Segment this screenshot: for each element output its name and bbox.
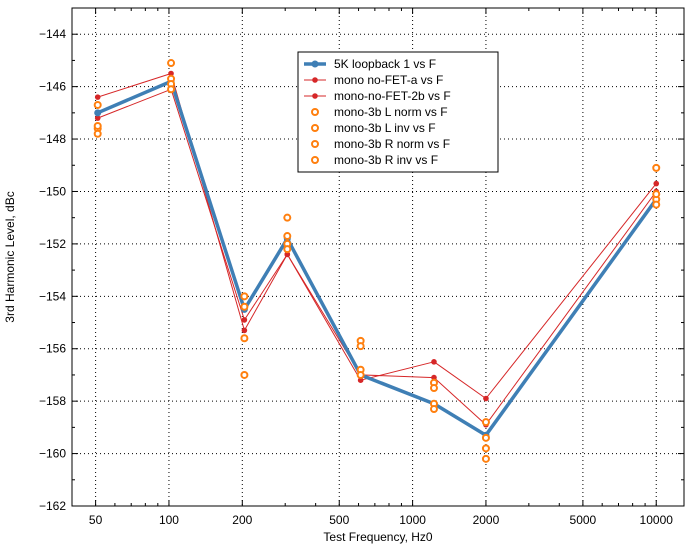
x-tick-label: 100 bbox=[159, 513, 179, 527]
data-point bbox=[483, 395, 489, 402]
y-tick-label: −158 bbox=[39, 394, 66, 408]
data-point bbox=[481, 418, 490, 427]
data-point bbox=[240, 334, 249, 343]
data-point bbox=[283, 213, 292, 222]
y-tick-label: −160 bbox=[39, 447, 66, 461]
data-point bbox=[429, 405, 438, 414]
data-point bbox=[653, 180, 660, 187]
series-6 bbox=[93, 80, 661, 453]
data-point bbox=[429, 384, 438, 393]
grid-lines bbox=[72, 8, 684, 507]
data-point bbox=[283, 245, 292, 254]
legend-label: mono-3b L inv vs F bbox=[334, 121, 436, 135]
data-point bbox=[167, 59, 176, 68]
legend-label: 5K loopback 1 vs F bbox=[334, 57, 436, 71]
x-tick-label: 500 bbox=[329, 513, 349, 527]
series-layer bbox=[93, 59, 661, 463]
data-point bbox=[240, 370, 249, 379]
data-point bbox=[652, 190, 661, 199]
legend-swatch-marker bbox=[312, 77, 318, 83]
data-point bbox=[93, 121, 102, 130]
data-point bbox=[94, 109, 102, 117]
axis-tick-labels: 50 100 200 500 1000 2000 5000 10000 −162 −160 −158… bbox=[39, 27, 673, 527]
data-point bbox=[431, 359, 437, 365]
data-point bbox=[240, 302, 249, 311]
legend-entry: mono no-FET-a vs F bbox=[304, 73, 443, 87]
y-axis-title: 3rd Harmonic Level, dBc bbox=[3, 191, 17, 322]
y-tick-label: −154 bbox=[39, 289, 66, 303]
legend-entry: mono-3b L inv vs F bbox=[311, 121, 436, 135]
data-point bbox=[94, 115, 101, 121]
axis-ticks bbox=[72, 8, 684, 507]
series-line bbox=[97, 79, 658, 437]
plot-frame bbox=[71, 7, 685, 507]
data-point bbox=[481, 433, 490, 442]
data-point bbox=[652, 163, 661, 172]
data-point bbox=[284, 251, 291, 258]
data-point bbox=[652, 200, 661, 209]
data-point bbox=[283, 232, 292, 241]
data-point bbox=[356, 370, 365, 379]
legend-label: mono-3b R inv vs F bbox=[334, 153, 438, 167]
series-line bbox=[97, 88, 657, 426]
legend-entry: mono-3b L norm vs F bbox=[311, 105, 448, 119]
y-tick-label: −144 bbox=[39, 27, 66, 41]
x-tick-label: 1000 bbox=[399, 513, 426, 527]
data-point bbox=[94, 94, 101, 100]
data-point bbox=[241, 317, 248, 323]
legend-label: mono-3b R norm vs F bbox=[334, 137, 450, 151]
data-point bbox=[168, 70, 174, 77]
x-tick-label: 10000 bbox=[640, 513, 674, 527]
x-tick-label: 50 bbox=[89, 513, 103, 527]
legend-label: mono-3b L norm vs F bbox=[334, 105, 448, 119]
x-tick-label: 200 bbox=[232, 513, 252, 527]
legend-entry: mono-3b R inv vs F bbox=[311, 153, 438, 167]
legend-label: mono-no-FET-2b vs F bbox=[334, 89, 451, 103]
data-point bbox=[93, 129, 102, 138]
y-tick-label: −150 bbox=[39, 184, 66, 198]
legend-swatch-marker bbox=[312, 93, 318, 99]
x-tick-label: 2000 bbox=[473, 513, 500, 527]
legend-label: mono no-FET-a vs F bbox=[334, 73, 443, 87]
legend-box bbox=[297, 51, 499, 173]
data-point bbox=[357, 377, 364, 383]
legend-entry: mono-3b R norm vs F bbox=[311, 137, 450, 151]
legend-swatch-marker bbox=[311, 108, 319, 116]
x-tick-label: 5000 bbox=[570, 513, 597, 527]
data-point bbox=[93, 100, 102, 109]
legend-entry: 5K loopback 1 vs F bbox=[304, 57, 436, 71]
y-tick-label: −148 bbox=[39, 132, 66, 146]
y-tick-label: −156 bbox=[39, 342, 66, 356]
y-tick-label: −152 bbox=[39, 237, 66, 251]
data-point bbox=[481, 454, 490, 463]
legend-swatch-marker bbox=[311, 124, 319, 132]
data-point bbox=[356, 342, 365, 351]
data-point bbox=[167, 85, 176, 94]
legend-swatch-marker bbox=[311, 140, 319, 148]
data-point bbox=[481, 444, 490, 453]
legend-entry: mono-no-FET-2b vs F bbox=[304, 89, 451, 103]
y-tick-label: −162 bbox=[39, 499, 66, 513]
data-point bbox=[240, 292, 249, 301]
series-4 bbox=[93, 59, 661, 427]
legend: 5K loopback 1 vs F mono no-FET-a vs F mono… bbox=[297, 51, 499, 173]
series-7 bbox=[93, 85, 661, 463]
legend-swatch-marker bbox=[311, 60, 319, 68]
legend-swatch-marker bbox=[311, 156, 319, 164]
data-point bbox=[431, 374, 437, 381]
x-axis-title: Test Frequency, Hz0 bbox=[323, 530, 432, 544]
data-point bbox=[241, 327, 248, 334]
y-tick-label: −146 bbox=[39, 80, 66, 94]
